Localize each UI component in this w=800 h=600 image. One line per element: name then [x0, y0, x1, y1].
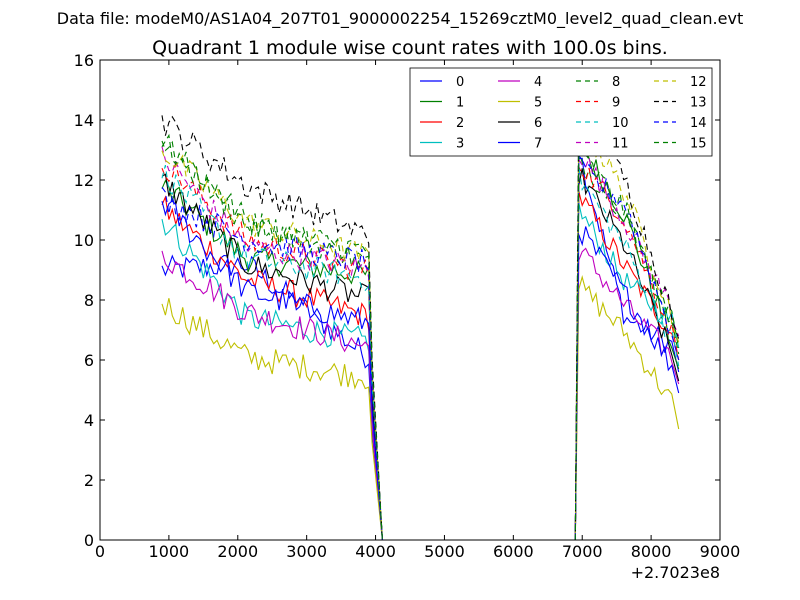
y-tick-label: 14: [74, 111, 94, 130]
x-tick-label: 9000: [700, 542, 741, 561]
series-line-2: [161, 191, 680, 541]
legend-label: 8: [612, 75, 620, 90]
x-tick-label: 5000: [424, 542, 465, 561]
legend-box: [409, 67, 713, 157]
legend-label: 1: [456, 96, 464, 111]
legend-label: 10: [612, 116, 629, 131]
x-tick-label: 2000: [217, 542, 258, 561]
y-tick-label: 6: [84, 351, 94, 370]
series-line-13: [161, 102, 680, 541]
x-tick-label: 8000: [631, 542, 672, 561]
series-line-6: [161, 168, 680, 541]
legend-label: 5: [534, 96, 542, 111]
x-tick-label: 6000: [493, 542, 534, 561]
series-line-10: [161, 164, 680, 541]
legend-label: 7: [534, 137, 542, 152]
legend-label: 14: [690, 116, 707, 131]
y-tick-label: 10: [74, 231, 94, 250]
x-tick-label: 3000: [286, 542, 327, 561]
legend-label: 0: [456, 75, 464, 90]
legend-label: 3: [456, 137, 464, 152]
x-tick-label: 0: [95, 542, 105, 561]
series-line-11: [161, 146, 680, 541]
y-tick-label: 2: [84, 471, 94, 490]
y-tick-label: 8: [84, 291, 94, 310]
x-tick-label: 1000: [149, 542, 190, 561]
series-line-3: [161, 202, 680, 541]
legend-label: 12: [690, 75, 707, 90]
y-tick-label: 0: [84, 531, 94, 550]
chart-title: Quadrant 1 module wise count rates with …: [152, 37, 668, 59]
y-tick-label: 4: [84, 411, 94, 430]
x-axis-offset-text: +2.7023e8: [631, 563, 720, 582]
legend-label: 9: [612, 96, 620, 111]
series-line-8: [161, 140, 680, 541]
series-line-15: [161, 133, 680, 541]
series-line-0: [161, 157, 680, 541]
legend-label: 13: [690, 96, 707, 111]
series-line-12: [161, 123, 680, 541]
legend-label: 11: [612, 137, 629, 152]
legend-label: 15: [690, 137, 707, 152]
y-tick-label: 12: [74, 171, 94, 190]
legend-label: 2: [456, 116, 464, 131]
legend-label: 4: [534, 75, 542, 90]
series-line-4: [161, 247, 680, 541]
chart-suptitle: Data file: modeM0/AS1A04_207T01_90000022…: [57, 9, 743, 29]
x-tick-label: 4000: [355, 542, 396, 561]
y-tick-label: 16: [74, 51, 94, 70]
x-tick-label: 7000: [562, 542, 603, 561]
legend-label: 6: [534, 116, 542, 131]
series-line-5: [161, 275, 680, 541]
series-line-7: [161, 200, 680, 541]
